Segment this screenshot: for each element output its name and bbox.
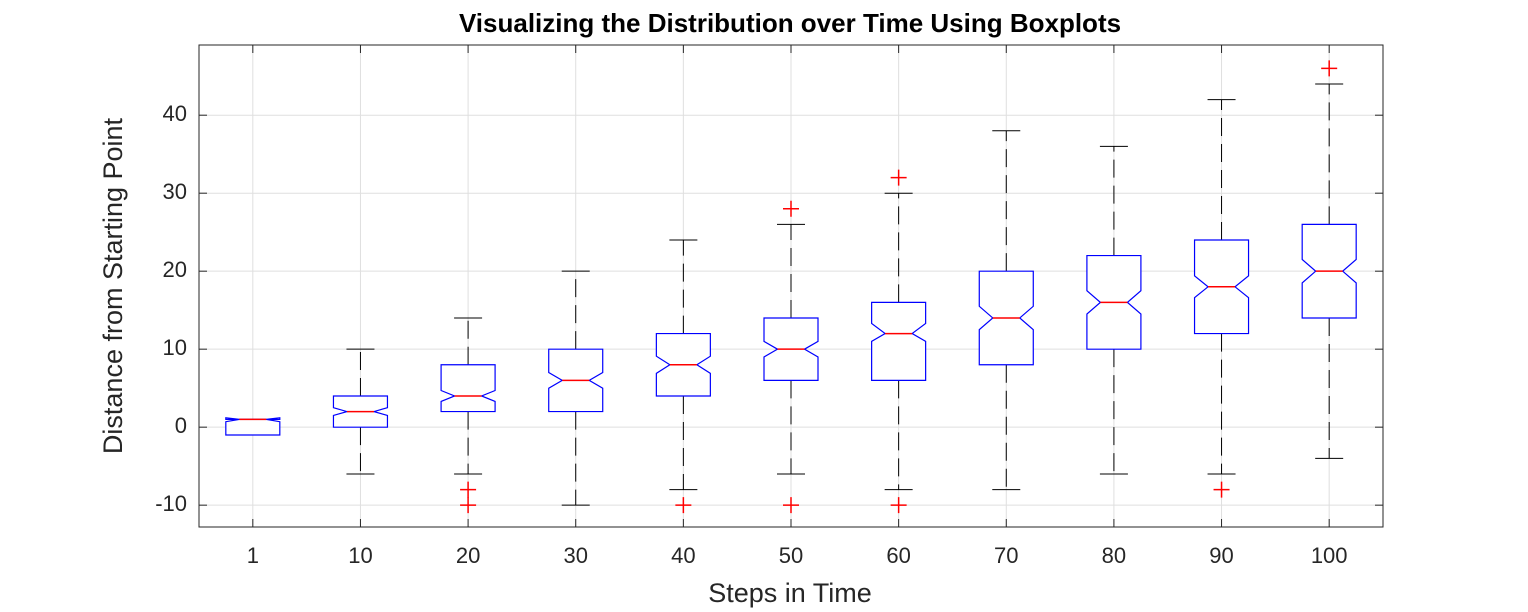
- y-axis-label: Distance from Starting Point: [98, 117, 128, 454]
- x-tick-label: 20: [456, 543, 480, 568]
- chart-title: Visualizing the Distribution over Time U…: [459, 8, 1121, 38]
- x-tick-label: 60: [886, 543, 910, 568]
- outlier: [460, 497, 477, 514]
- y-tick-label: 10: [163, 335, 187, 360]
- x-tick-label: 10: [348, 543, 372, 568]
- outlier: [1321, 60, 1338, 77]
- axes-frame: [198, 44, 1384, 528]
- outlier: [783, 200, 799, 217]
- outlier: [890, 169, 907, 186]
- outlier: [1213, 481, 1230, 498]
- x-tick-label: 30: [563, 543, 587, 568]
- box: [225, 417, 281, 436]
- y-tick-label: 0: [175, 413, 187, 438]
- outlier: [890, 497, 907, 514]
- x-tick-label: 70: [994, 543, 1018, 568]
- x-tick-label: 50: [779, 543, 803, 568]
- outlier: [783, 497, 799, 514]
- y-tick-label: 40: [163, 101, 187, 126]
- outlier: [675, 497, 692, 514]
- x-tick-label: 100: [1311, 543, 1348, 568]
- x-tick-label: 1: [247, 543, 259, 568]
- x-tick-label: 40: [671, 543, 695, 568]
- x-tick-label: 80: [1102, 543, 1126, 568]
- box: [440, 364, 496, 413]
- box: [871, 301, 927, 381]
- y-tick-label: 30: [163, 179, 187, 204]
- y-tick-label: -10: [155, 491, 187, 516]
- outlier: [460, 481, 477, 498]
- x-axis-label: Steps in Time: [708, 578, 872, 608]
- y-tick-label: 20: [163, 257, 187, 282]
- x-tick-label: 90: [1209, 543, 1233, 568]
